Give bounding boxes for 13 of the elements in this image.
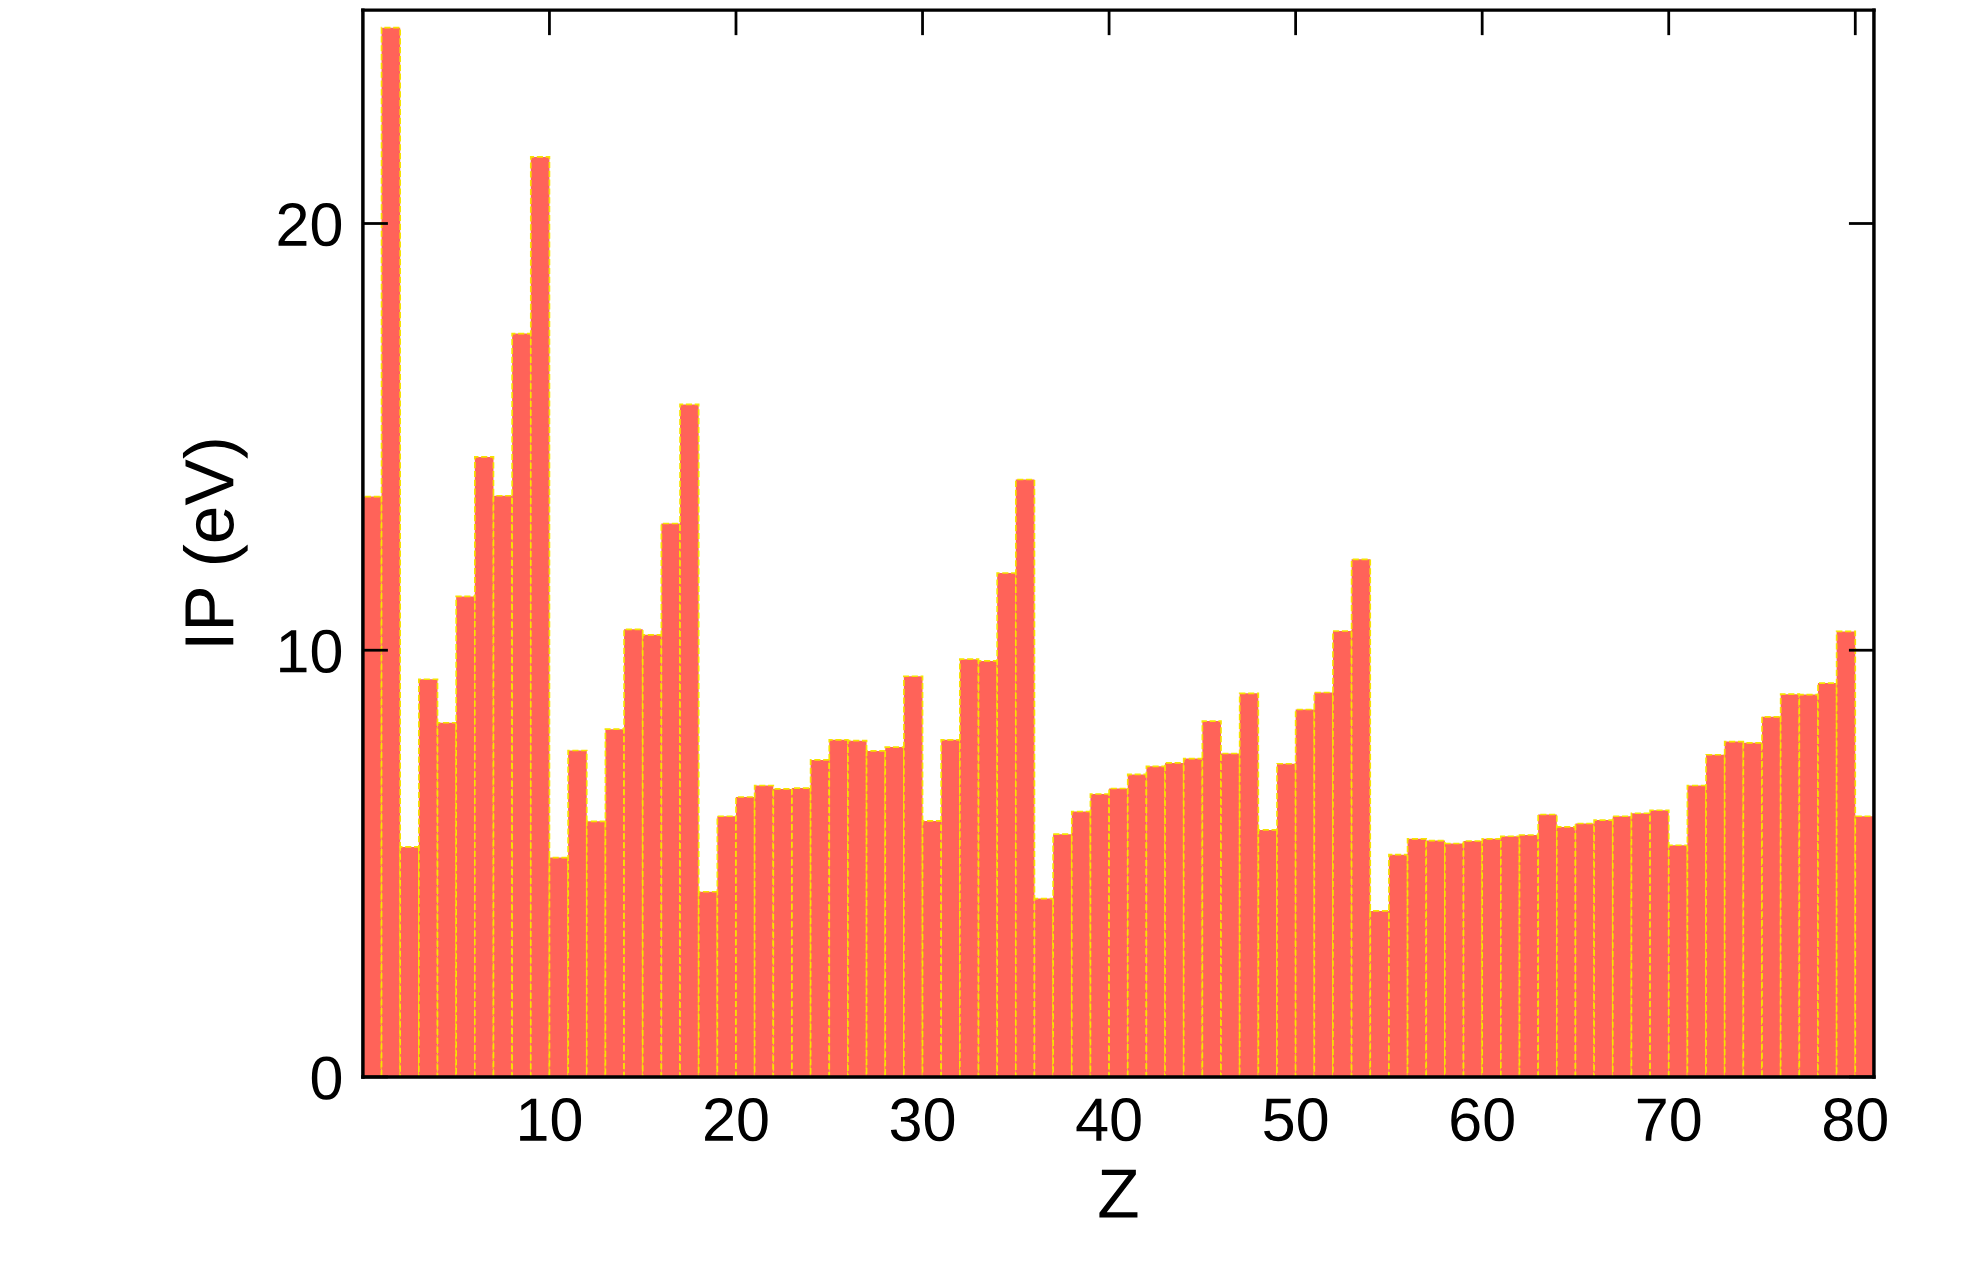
x-tick-label: 20 [705,1098,768,1142]
x-axis-title: Z [1099,1169,1138,1218]
x-tick-label: 70 [1637,1098,1701,1142]
y-tick-label: 0 [311,1056,342,1100]
x-tick-label: 10 [520,1098,582,1142]
y-tick-label: 10 [280,629,342,673]
x-tick-label: 80 [1823,1098,1887,1142]
y-axis-title: IP (eV) [182,440,248,645]
x-tick-label: 50 [1264,1098,1328,1142]
x-tick-label: 60 [1451,1098,1514,1142]
x-tick-label: 30 [890,1098,955,1142]
x-tick-label: 40 [1076,1098,1141,1142]
y-tick-label: 20 [278,202,342,247]
